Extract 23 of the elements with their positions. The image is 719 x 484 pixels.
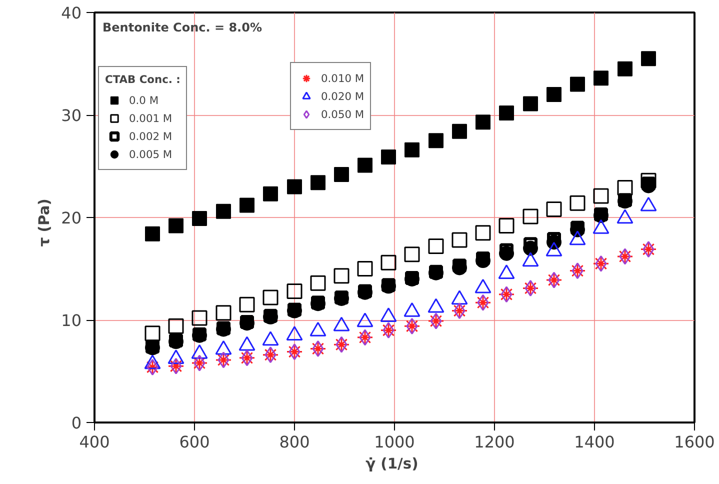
y-tick-label: 40 (61, 4, 82, 22)
y-tick-label: 20 (61, 208, 82, 228)
x-axis-title: γ̇ (1/s) (366, 456, 418, 472)
legend-label: 0.001 M (129, 110, 172, 126)
x-tick-label: 1400 (574, 432, 615, 452)
x-tick-label: 800 (279, 432, 310, 452)
x-tick-label: 600 (179, 432, 210, 452)
legend-label: 0.050 M (321, 106, 364, 122)
legend-label: 0.005 M (129, 146, 172, 162)
legend-label: 0.020 M (321, 88, 364, 104)
y-tick-label: 10 (61, 311, 82, 330)
annotation: Bentonite Conc. = 8.0% (102, 20, 262, 34)
y-axis-title: τ (Pa) (36, 198, 54, 247)
x-tick-label: 1600 (674, 432, 715, 452)
legend-label: 0.010 M (321, 70, 364, 86)
x-tick-label: 1200 (474, 432, 515, 452)
x-tick-label: 400 (79, 432, 110, 452)
y-tick-label: 30 (61, 106, 82, 125)
legend-title: CTAB Conc. : (105, 73, 180, 86)
y-tick-label: 0 (71, 414, 82, 432)
x-tick-label: 1000 (374, 432, 415, 452)
legend-label: 0.0 M (129, 92, 159, 108)
legend-label: 0.002 M (129, 128, 172, 144)
